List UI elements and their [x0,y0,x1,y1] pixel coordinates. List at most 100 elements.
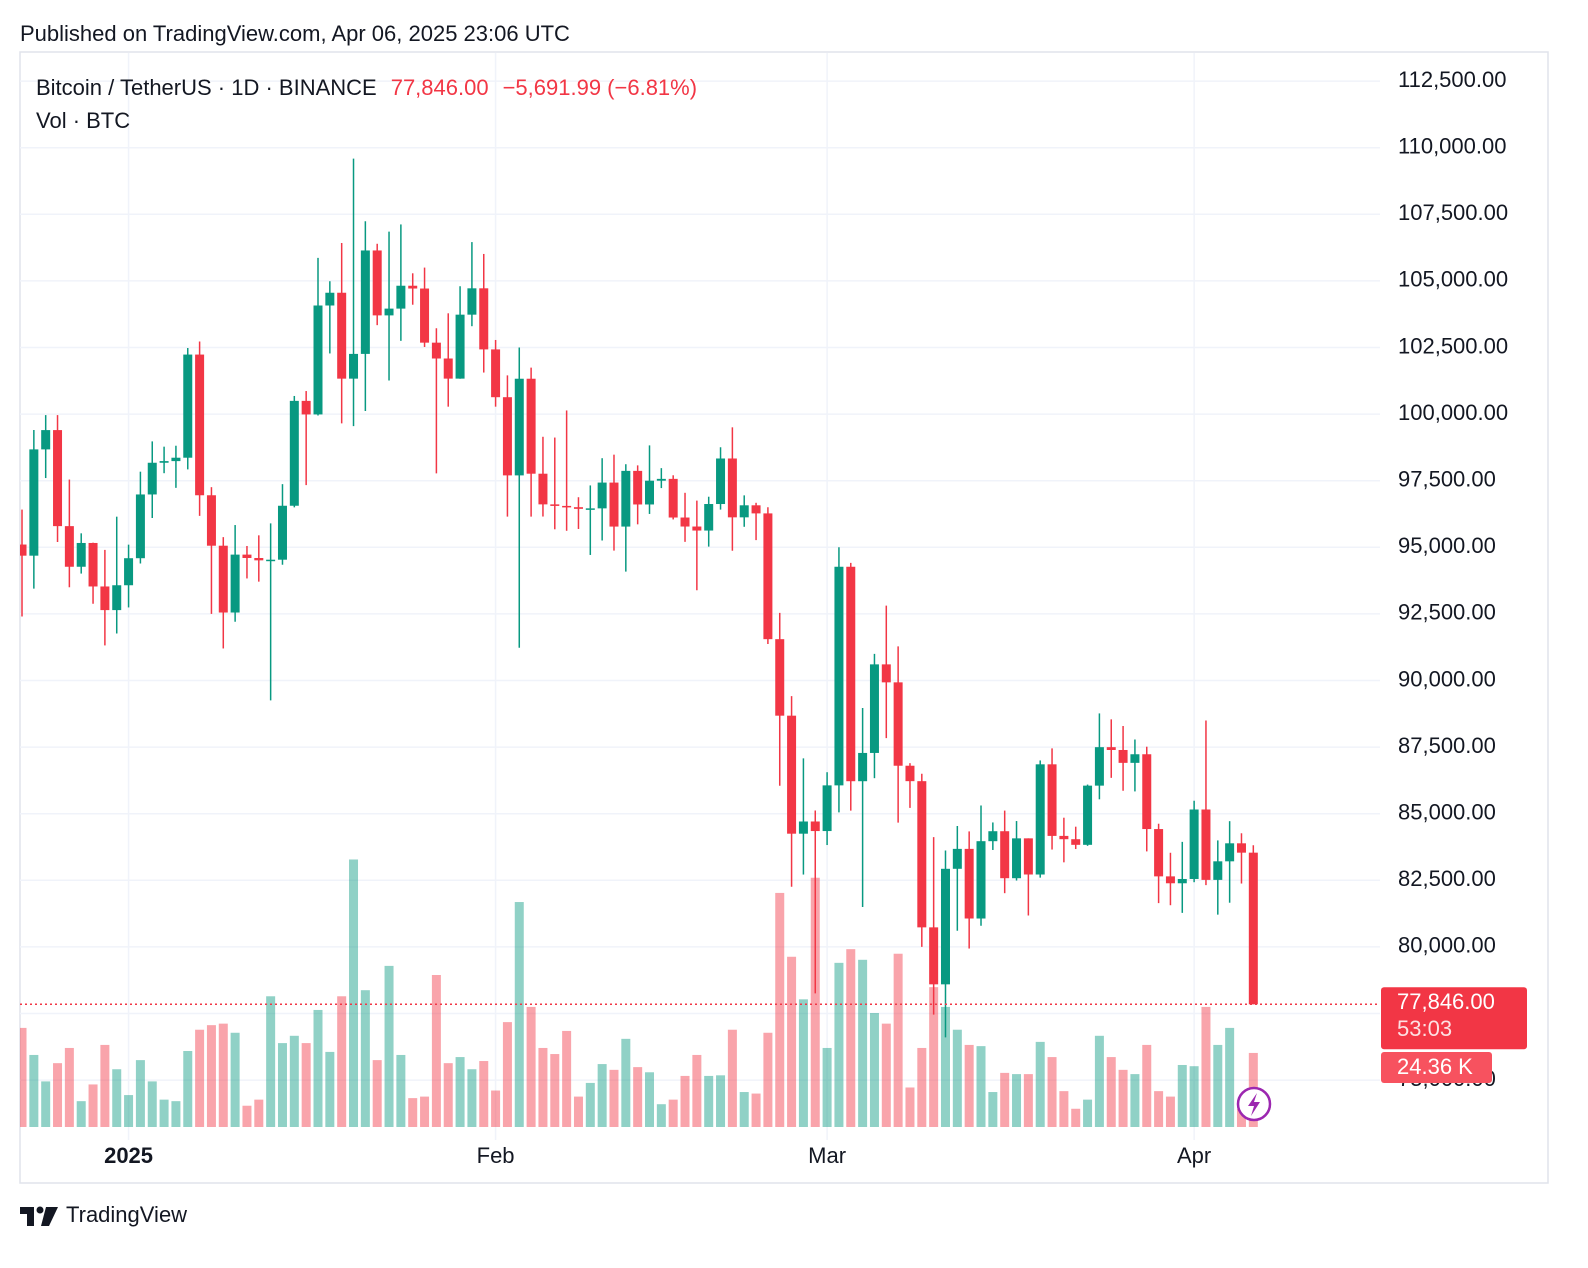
candle-body [609,482,619,527]
volume-bar [787,956,797,1127]
alert-icon[interactable] [1236,1086,1272,1122]
candle-body [633,470,643,505]
brand: TradingView [66,1202,187,1227]
volume-bar [467,1069,477,1127]
volume-bar [53,1063,63,1127]
candle-body [739,505,749,518]
candle-body [940,868,950,985]
x-tick-label: Mar [808,1143,846,1168]
volume-bar [1106,1057,1116,1127]
volume-bar [739,1092,749,1127]
volume-bar [585,1082,595,1127]
volume-bar [349,859,359,1127]
volume-bar [656,1104,666,1127]
candle-body [159,461,169,463]
candle-body [645,480,655,505]
candle-body [408,285,418,289]
candle-body [1236,843,1246,853]
candle-body [301,400,311,415]
candle-body [858,752,868,782]
chart-frame [19,51,1549,1184]
volume-bar [716,1075,726,1127]
candle-body [76,542,86,567]
volume-bar [230,1032,240,1127]
volume-bar [881,1023,891,1127]
volume-bar [609,1069,619,1127]
volume-bar [277,1043,287,1127]
volume-bar [1142,1044,1152,1127]
volume-bar [822,1047,832,1127]
volume-bar [479,1061,489,1127]
candle-body [1094,747,1104,786]
candle-body [846,566,856,782]
y-tick-label: 87,500.00 [1398,733,1496,758]
volume-bar [562,1030,572,1127]
volume-bar [325,1051,335,1127]
candle-body [881,664,891,683]
candle-body [988,831,998,842]
volume-bar [195,1029,205,1127]
volume-bar [810,877,820,1127]
candle-body [277,505,287,560]
candle-body [597,482,607,509]
volume-bar [1035,1041,1045,1127]
candle-body [1201,809,1211,880]
candle-body [372,250,382,316]
volume-bar [1177,1064,1187,1127]
volume-bar [834,962,844,1127]
volume-bar [431,975,441,1127]
candle-body [550,504,560,506]
candle-body [751,505,761,514]
volume-bar [384,965,394,1127]
y-tick-label: 110,000.00 [1398,134,1506,159]
volume-bar [242,1105,252,1127]
volume-bar [1071,1108,1081,1127]
volume-bar [680,1075,690,1127]
candle-body [289,400,299,506]
price-badge-label: 77,846.00 [1397,989,1495,1014]
volume-pane [20,859,1258,1127]
candle-body [124,558,134,586]
volume-bar [183,1051,193,1127]
volume-bar [1213,1044,1223,1127]
volume-bar [573,1096,583,1127]
volume-bar [1083,1099,1093,1127]
volume-bar [940,1006,950,1127]
candle-body [775,639,785,716]
volume-bar [360,990,370,1127]
candle-body [834,566,844,786]
candle-body [242,554,252,558]
candle-body [1000,831,1010,879]
volume-bar [1023,1074,1033,1127]
volume-bar [1000,1072,1010,1127]
y-tick-label: 92,500.00 [1398,600,1496,625]
volume-bar [668,1099,678,1127]
volume-bar [301,1043,311,1127]
volume-bar [64,1047,74,1127]
countdown: 53:03 [1397,1016,1452,1041]
candle-body [1225,843,1235,862]
candle-body [929,927,939,985]
candle-body [396,285,406,309]
volume-bar [846,949,856,1127]
volume-bar [41,1081,51,1127]
candle-body [455,314,465,379]
candle-body [1213,861,1223,880]
candle-body [467,288,477,315]
volume-bar [929,987,939,1127]
volume-bar [597,1064,607,1127]
candle-body [1189,809,1199,879]
volume-bar [420,1096,430,1127]
candle-body [917,781,927,928]
candle-body [313,305,323,415]
volume-bar [372,1060,382,1127]
candle-body [1248,852,1258,1005]
candle-body [325,292,335,306]
candle-body [964,848,974,919]
volume-bar [112,1069,122,1127]
candle-body [431,342,441,359]
candle-body [798,821,808,834]
volume-bar [514,902,524,1127]
volume-bar [1059,1091,1069,1127]
